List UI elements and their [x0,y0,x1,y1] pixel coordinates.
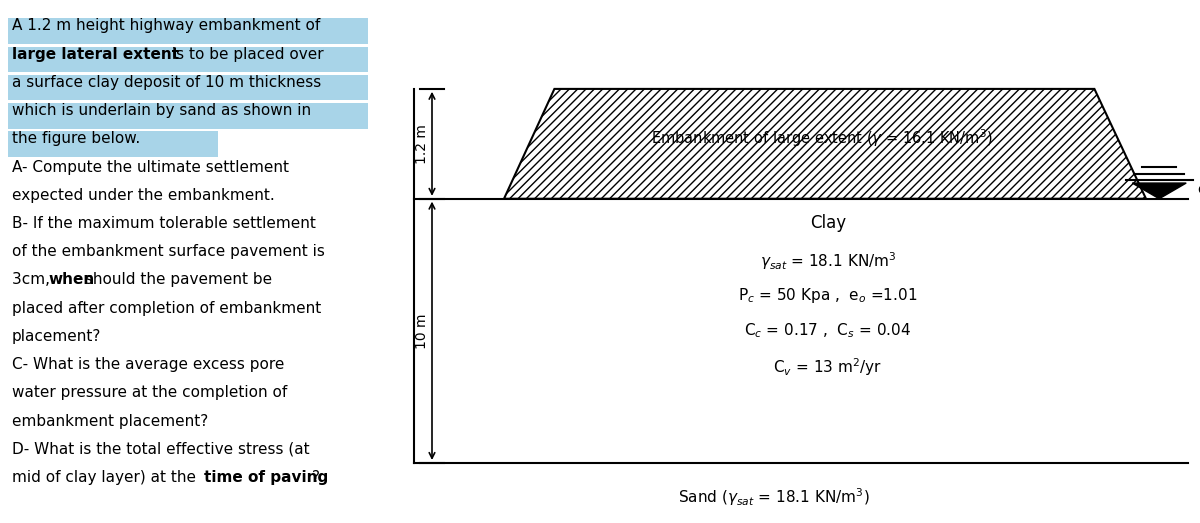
Text: water pressure at the completion of: water pressure at the completion of [12,385,287,401]
Text: of the embankment surface pavement is: of the embankment surface pavement is [12,244,325,259]
Text: ?: ? [312,470,320,485]
Text: D- What is the total effective stress (at: D- What is the total effective stress (a… [12,442,310,457]
Text: Embankment of large extent ($\gamma$ = 16.1 KN/m$^3$): Embankment of large extent ($\gamma$ = 1… [652,128,992,150]
Polygon shape [504,89,1146,199]
Text: a surface clay deposit of 10 m thickness: a surface clay deposit of 10 m thickness [12,75,322,90]
FancyBboxPatch shape [8,75,368,100]
Text: A 1.2 m height highway embankment of: A 1.2 m height highway embankment of [12,18,320,33]
FancyBboxPatch shape [8,18,368,44]
Polygon shape [1133,183,1186,199]
Text: 3cm,: 3cm, [12,272,55,288]
Text: 1.2 m: 1.2 m [415,124,430,164]
Text: when: when [49,272,95,288]
Text: P$_c$ = 50 Kpa ,  e$_o$ =1.01: P$_c$ = 50 Kpa , e$_o$ =1.01 [738,286,918,304]
FancyBboxPatch shape [8,47,368,72]
Text: Clay: Clay [810,214,846,232]
Text: C- What is the average excess pore: C- What is the average excess pore [12,357,284,372]
FancyBboxPatch shape [8,131,218,157]
Text: A- Compute the ultimate settlement: A- Compute the ultimate settlement [12,160,289,175]
Text: which is underlain by sand as shown in: which is underlain by sand as shown in [12,103,311,118]
Text: large lateral extent: large lateral extent [12,47,179,62]
Text: placement?: placement? [12,329,101,344]
Text: placed after completion of embankment: placed after completion of embankment [12,301,322,316]
Text: embankment placement?: embankment placement? [12,414,209,429]
Text: is to be placed over: is to be placed over [167,47,324,62]
Text: G.W.T: G.W.T [1198,185,1200,197]
Text: the figure below.: the figure below. [12,131,140,146]
FancyBboxPatch shape [8,103,368,129]
Text: mid of clay layer) at the: mid of clay layer) at the [12,470,200,485]
Text: expected under the embankment.: expected under the embankment. [12,188,275,203]
Text: $\gamma_{sat}$ = 18.1 KN/m$^3$: $\gamma_{sat}$ = 18.1 KN/m$^3$ [760,250,896,271]
Text: time of paving: time of paving [204,470,328,485]
Text: C$_v$ = 13 m$^2$/yr: C$_v$ = 13 m$^2$/yr [774,357,882,378]
Text: Sand ($\gamma_{sat}$ = 18.1 KN/m$^3$): Sand ($\gamma_{sat}$ = 18.1 KN/m$^3$) [678,486,870,508]
Text: C$_c$ = 0.17 ,  C$_s$ = 0.04: C$_c$ = 0.17 , C$_s$ = 0.04 [744,321,912,340]
Text: B- If the maximum tolerable settlement: B- If the maximum tolerable settlement [12,216,316,231]
Text: 10 m: 10 m [415,313,430,348]
Text: should the pavement be: should the pavement be [80,272,272,288]
